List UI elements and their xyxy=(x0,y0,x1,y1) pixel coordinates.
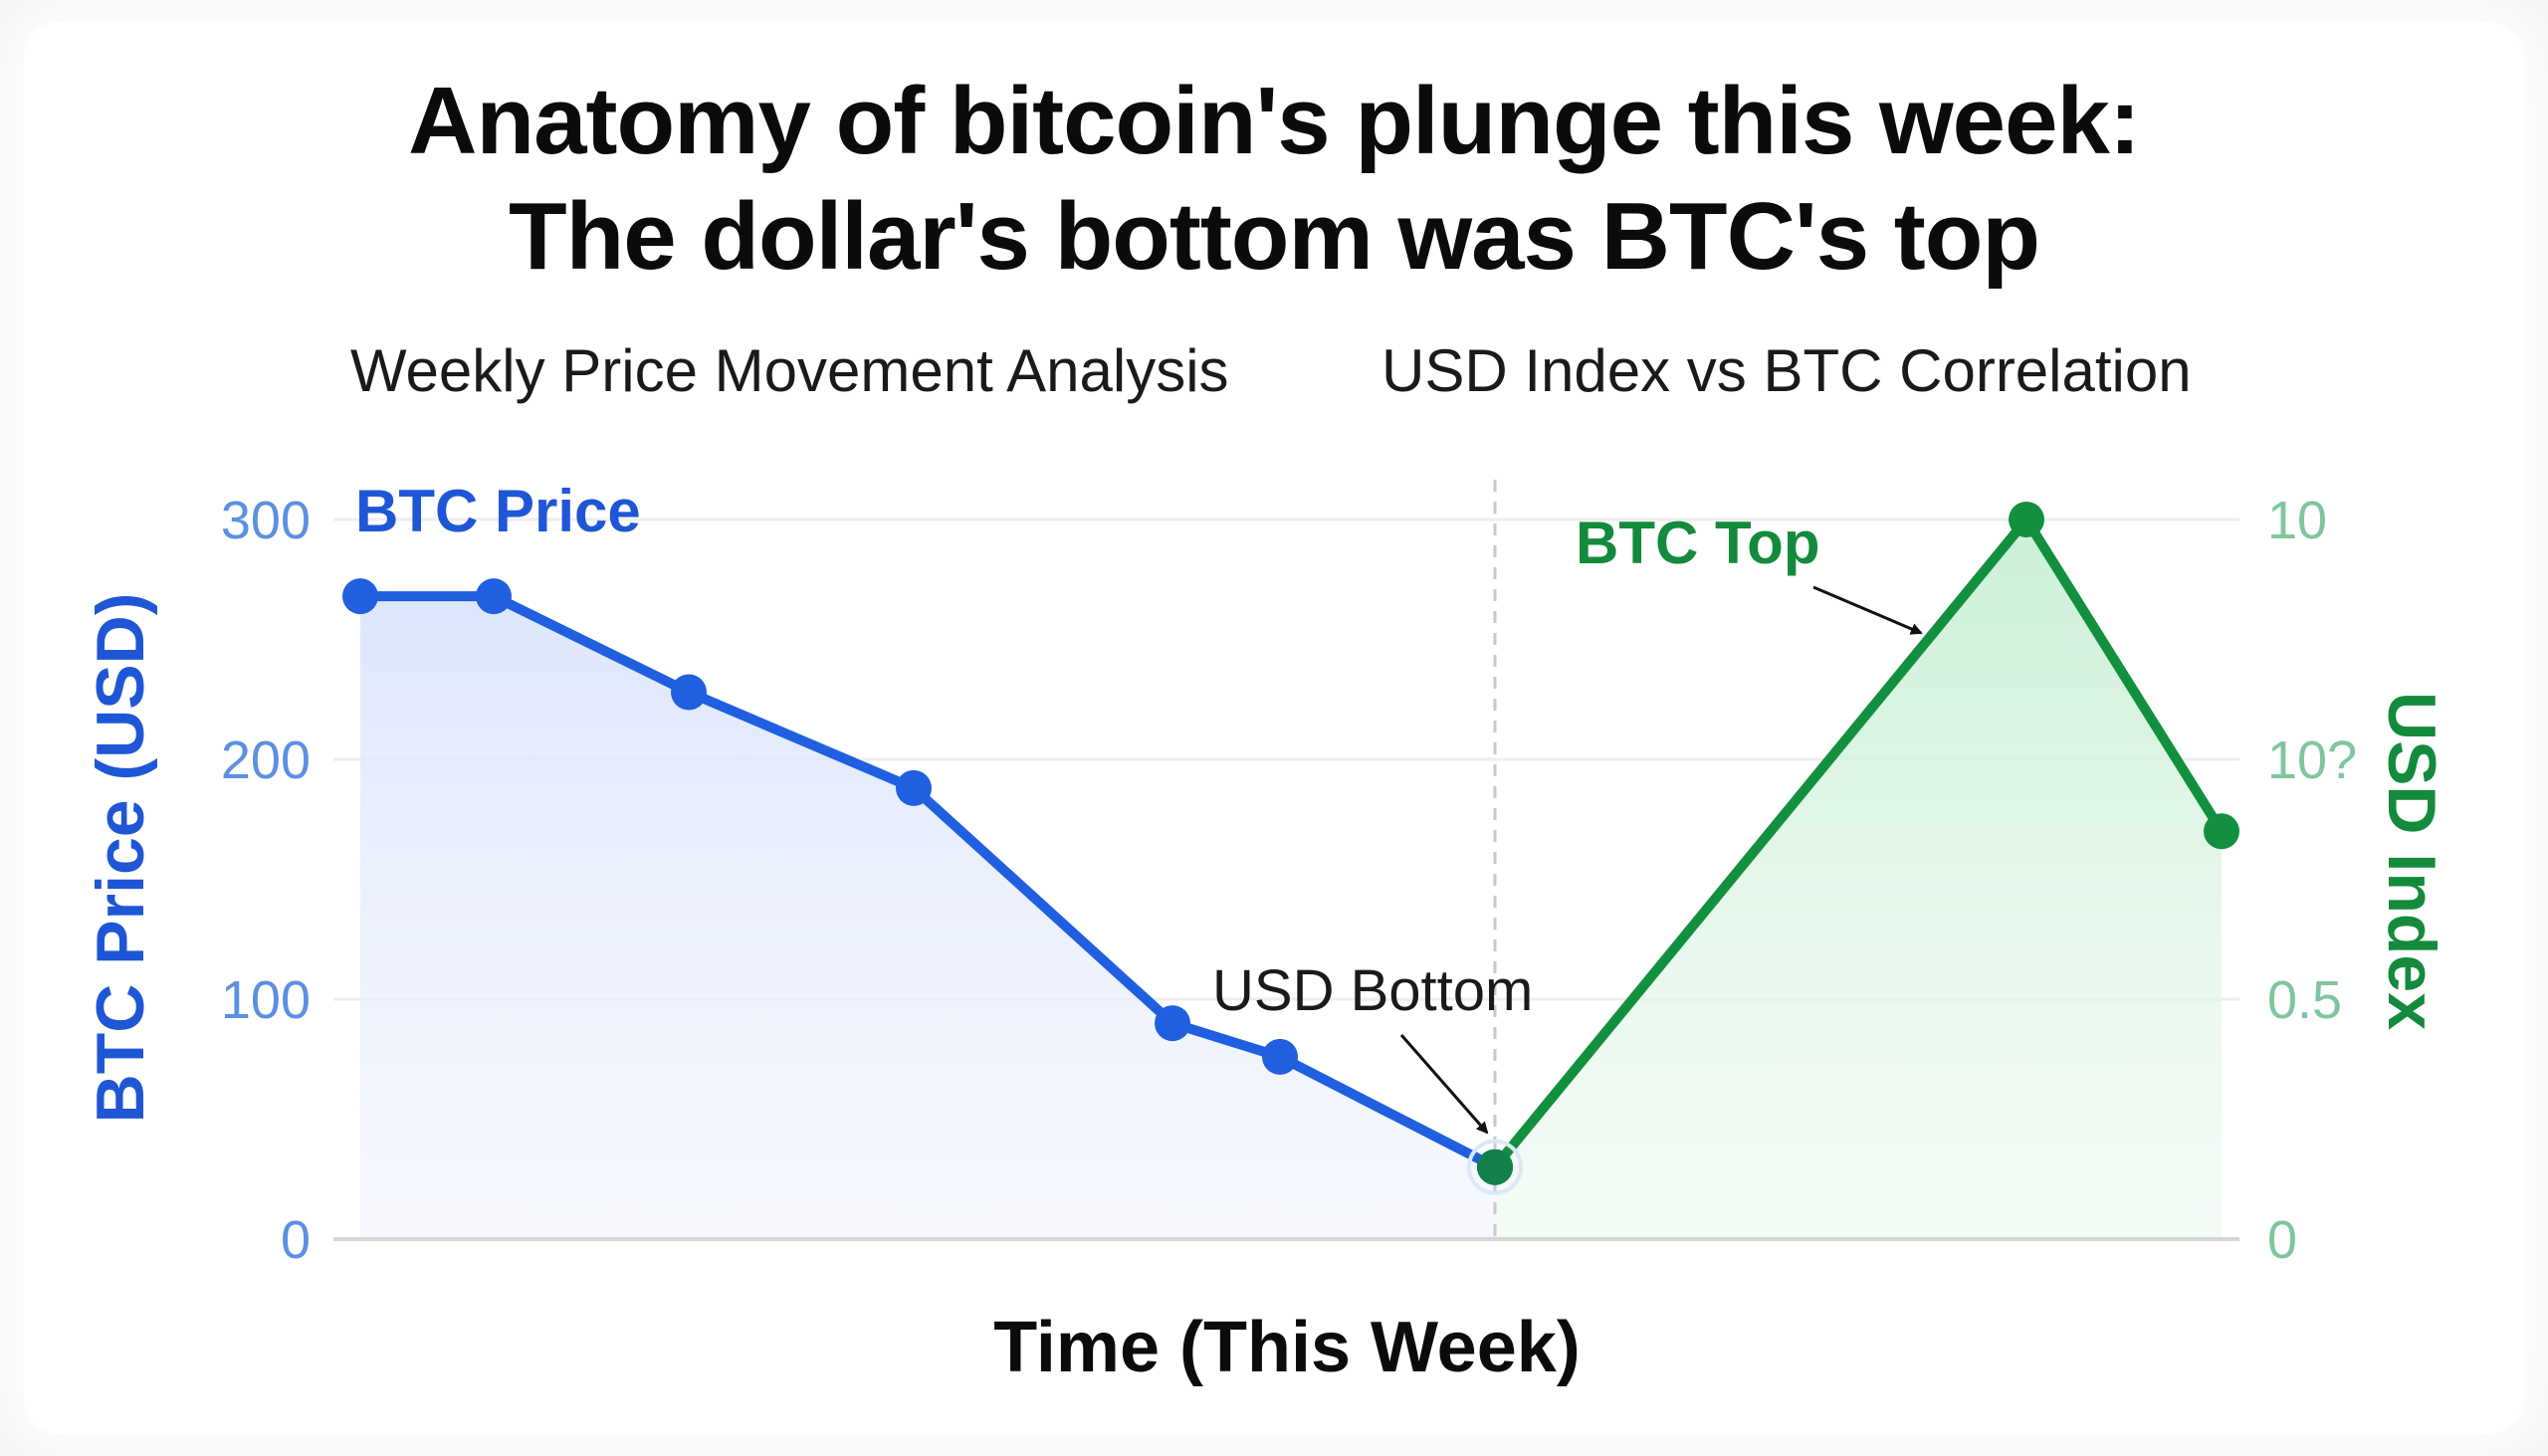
y-axis-label-right: USD Index xyxy=(2374,692,2449,1030)
data-point xyxy=(671,674,707,711)
y-tick-left: 300 xyxy=(221,491,311,550)
series-label-btc-price: BTC Price xyxy=(355,478,641,544)
y-tick-right: 10? xyxy=(2267,730,2357,790)
junction-halo xyxy=(1467,1139,1523,1195)
axis-ticks: 0 0 100 0.5 200 10? 300 10 xyxy=(221,491,2357,1270)
y-tick-right: 0 xyxy=(2267,1210,2297,1270)
series-areas xyxy=(360,520,2222,1239)
y-tick-left: 100 xyxy=(221,970,311,1030)
annotation-usd-bottom: USD Bottom xyxy=(1212,958,1533,1023)
chart-title-line1: Anatomy of bitcoin's plunge this week: xyxy=(408,68,2141,174)
data-point xyxy=(1262,1038,1298,1075)
chart-title-line2: The dollar's bottom was BTC's top xyxy=(508,183,2040,290)
junction-point xyxy=(1477,1148,1513,1185)
y-tick-left: 0 xyxy=(281,1210,311,1270)
subtitle-right: USD Index vs BTC Correlation xyxy=(1381,337,2192,404)
annotation-btc-top: BTC Top xyxy=(1576,510,1819,576)
y-tick-right: 10 xyxy=(2267,491,2327,550)
data-point xyxy=(342,578,378,615)
y-tick-right: 0.5 xyxy=(2267,970,2342,1030)
y-axis-label-left: BTC Price (USD) xyxy=(83,593,158,1124)
series-points xyxy=(342,502,2239,1195)
data-point xyxy=(1155,1005,1190,1042)
series-area-0 xyxy=(360,596,1495,1239)
y-tick-left: 200 xyxy=(221,730,311,790)
data-point xyxy=(2009,502,2044,537)
data-point xyxy=(476,578,512,615)
annotation-arrow xyxy=(1812,585,1923,635)
labels: BTC Price USD Bottom BTC Top Time (This Wee… xyxy=(83,478,2449,1387)
data-point xyxy=(2204,813,2239,850)
data-point xyxy=(896,769,932,806)
annotation-arrow xyxy=(1399,1034,1489,1135)
series-area-1 xyxy=(1495,520,2222,1239)
x-axis-label: Time (This Week) xyxy=(993,1308,1581,1387)
subtitle-left: Weekly Price Movement Analysis xyxy=(350,337,1229,404)
